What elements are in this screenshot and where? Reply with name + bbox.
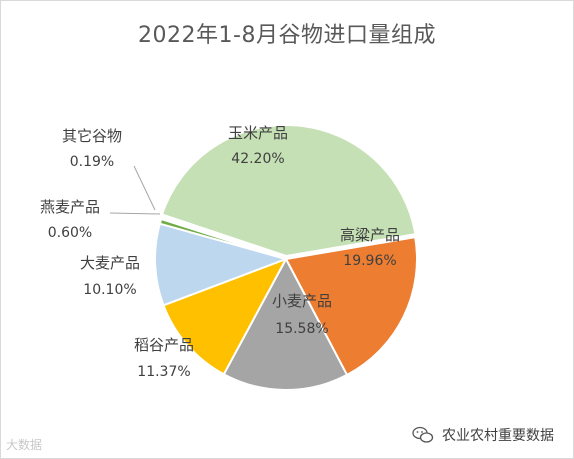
slice-label-value: 0.60%	[48, 225, 92, 241]
source-text: 农业农村重要数据	[442, 428, 554, 444]
wechat-icon	[412, 426, 434, 443]
pie-slice-3	[162, 257, 289, 376]
slice-label-name: 玉米产品	[228, 124, 288, 142]
slice-label-value: 15.58%	[275, 321, 328, 337]
slice-label-name: 稻谷产品	[134, 336, 194, 354]
chart-title: 2022年1-8月谷物进口量组成	[138, 23, 436, 48]
pie-slice-2	[222, 256, 349, 391]
slice-label-name: 其它谷物	[62, 127, 122, 145]
slice-label-name: 燕麦产品	[40, 198, 100, 216]
pie-slice-1	[284, 236, 418, 377]
slice-label-value: 10.10%	[83, 282, 136, 298]
leader-line	[109, 212, 161, 215]
pie-slice-6	[160, 216, 287, 260]
slice-label-name: 大麦产品	[80, 254, 140, 272]
watermark-left: 大数据	[6, 438, 43, 452]
source-watermark: 农业农村重要数据	[412, 425, 554, 445]
slice-label-value: 0.19%	[70, 154, 114, 170]
slice-label-name: 小麦产品	[272, 292, 332, 310]
slice-label-name: 高粱产品	[340, 226, 400, 244]
slice-label-value: 19.96%	[343, 253, 396, 269]
leader-line	[133, 165, 156, 211]
slice-label-value: 42.20%	[231, 151, 284, 167]
slice-label-value: 11.37%	[137, 364, 190, 380]
pie-slice-4	[154, 222, 290, 307]
pie-slice-7	[160, 124, 417, 258]
